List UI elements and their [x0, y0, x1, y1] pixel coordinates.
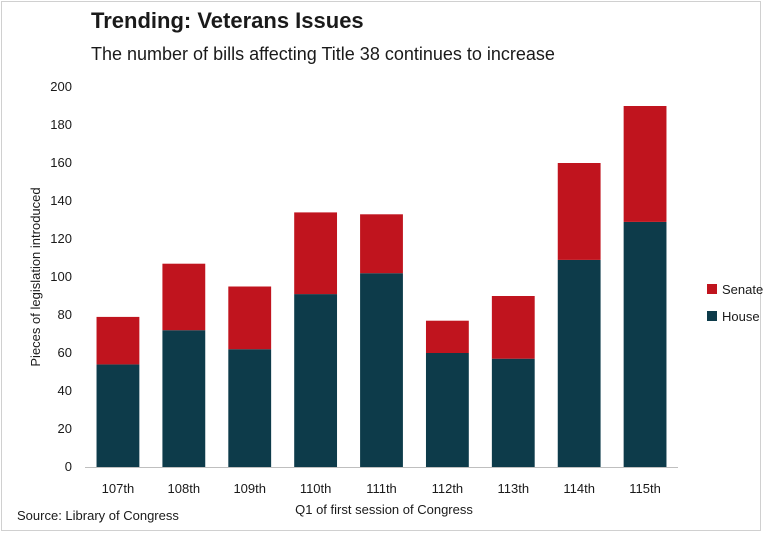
- legend-swatch-house: [707, 311, 717, 321]
- bar-house-113th: [491, 358, 535, 467]
- bar-senate-111th: [360, 214, 403, 274]
- bar-house-108th: [162, 330, 206, 467]
- y-tick-label: 80: [58, 307, 72, 322]
- chart-subtitle: The number of bills affecting Title 38 c…: [91, 44, 555, 64]
- bar-senate-115th: [623, 106, 667, 222]
- y-tick-label: 120: [50, 231, 72, 246]
- legend-label-house: House: [722, 309, 760, 324]
- y-tick-label: 180: [50, 117, 72, 132]
- bar-house-111th: [360, 273, 403, 467]
- bar-house-114th: [557, 259, 601, 467]
- bar-house-109th: [228, 349, 272, 467]
- legend: Senate House: [707, 282, 763, 324]
- y-axis: 0 20 40 60 80 100 120 140 160 180 200: [50, 79, 72, 474]
- chart-source: Source: Library of Congress: [17, 508, 179, 523]
- y-tick-label: 100: [50, 269, 72, 284]
- x-tick-label: 115th: [629, 481, 661, 496]
- y-tick-label: 200: [50, 79, 72, 94]
- x-axis: 107th 108th 109th 110th 111th 112th 113th 114th…: [102, 481, 661, 496]
- x-tick-label: 114th: [563, 481, 595, 496]
- legend-label-senate: Senate: [722, 282, 763, 297]
- y-axis-title: Pieces of legislation introduced: [28, 187, 43, 366]
- x-tick-label: 110th: [300, 481, 332, 496]
- y-tick-label: 140: [50, 193, 72, 208]
- bar-house-110th: [294, 294, 338, 467]
- x-tick-label: 109th: [233, 481, 266, 496]
- bar-senate-109th: [228, 286, 272, 350]
- x-tick-label: 107th: [102, 481, 135, 496]
- bar-senate-107th: [96, 316, 140, 365]
- x-tick-label: 113th: [497, 481, 529, 496]
- bar-senate-113th: [491, 296, 535, 359]
- x-tick-label: 111th: [366, 481, 397, 496]
- bar-senate-114th: [557, 163, 601, 260]
- bar-senate-110th: [294, 212, 338, 295]
- legend-swatch-senate: [707, 284, 717, 294]
- bar-senate-112th: [425, 320, 469, 353]
- y-tick-label: 0: [65, 459, 72, 474]
- chart-title: Trending: Veterans Issues: [91, 8, 364, 33]
- x-axis-title: Q1 of first session of Congress: [295, 502, 473, 517]
- bars: [96, 106, 667, 467]
- bar-house-115th: [623, 221, 667, 467]
- y-tick-label: 60: [58, 345, 72, 360]
- bar-house-107th: [96, 364, 140, 467]
- y-tick-label: 160: [50, 155, 72, 170]
- bar-house-112th: [425, 353, 469, 467]
- y-tick-label: 40: [58, 383, 72, 398]
- y-tick-label: 20: [58, 421, 72, 436]
- bar-senate-108th: [162, 263, 206, 331]
- x-tick-label: 112th: [432, 481, 464, 496]
- x-tick-label: 108th: [168, 481, 201, 496]
